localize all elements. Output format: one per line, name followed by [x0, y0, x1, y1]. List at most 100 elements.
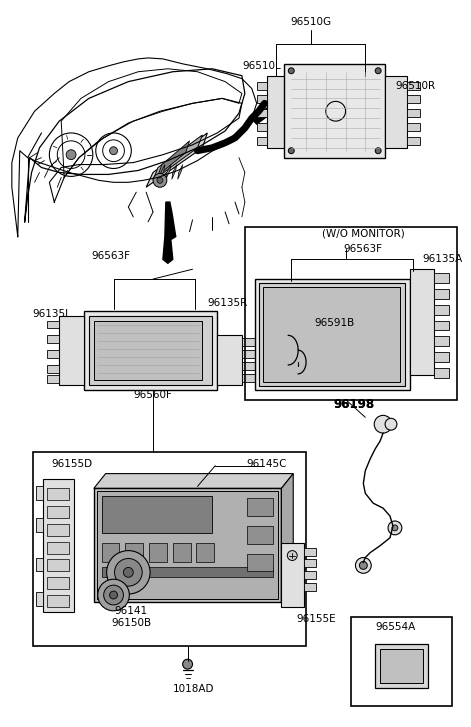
Bar — [434, 352, 449, 362]
Bar — [35, 518, 43, 532]
Text: 96591B: 96591B — [314, 318, 354, 328]
Bar — [149, 542, 167, 563]
Bar — [35, 558, 43, 571]
Bar — [407, 109, 420, 117]
Circle shape — [114, 558, 142, 586]
Bar — [48, 506, 69, 518]
Bar — [304, 583, 316, 591]
Bar — [410, 269, 434, 375]
Circle shape — [385, 418, 397, 430]
Bar — [247, 553, 274, 571]
Text: 96198: 96198 — [333, 398, 374, 411]
Circle shape — [110, 591, 117, 599]
Bar — [48, 489, 69, 500]
Bar — [196, 542, 214, 563]
Bar — [32, 452, 306, 646]
Bar — [35, 486, 43, 500]
Polygon shape — [160, 164, 165, 180]
Bar — [257, 95, 267, 103]
Text: 96510G: 96510G — [291, 17, 332, 28]
Circle shape — [288, 148, 294, 153]
Bar — [407, 123, 420, 131]
Text: 96563F: 96563F — [344, 244, 383, 254]
Bar — [102, 497, 212, 533]
Text: 96141: 96141 — [115, 606, 148, 616]
Circle shape — [98, 579, 130, 611]
Bar — [434, 337, 449, 346]
Text: (W/O MONITOR): (W/O MONITOR) — [322, 229, 405, 238]
Bar — [35, 592, 43, 606]
Bar — [281, 542, 304, 607]
Polygon shape — [252, 108, 271, 124]
Bar — [284, 64, 385, 158]
Bar — [380, 649, 422, 683]
Bar — [242, 350, 255, 358]
Bar — [304, 560, 316, 567]
Bar — [245, 227, 457, 400]
Circle shape — [359, 561, 367, 569]
Circle shape — [375, 68, 381, 73]
Bar — [89, 316, 212, 385]
Circle shape — [153, 174, 167, 188]
Bar — [407, 95, 420, 103]
Circle shape — [356, 558, 371, 574]
Polygon shape — [94, 473, 293, 489]
Bar — [407, 81, 420, 89]
Bar — [434, 321, 449, 331]
Bar — [102, 542, 120, 563]
Bar — [97, 491, 278, 599]
Bar — [84, 310, 217, 390]
Circle shape — [157, 177, 163, 183]
Circle shape — [183, 659, 193, 669]
Circle shape — [66, 150, 76, 160]
Text: 1018AD: 1018AD — [173, 684, 214, 694]
Bar — [247, 526, 274, 544]
Circle shape — [104, 585, 123, 605]
Bar — [267, 76, 286, 148]
Text: 96510R: 96510R — [395, 81, 435, 91]
Bar — [48, 350, 59, 358]
Polygon shape — [178, 164, 183, 180]
Bar — [48, 365, 59, 373]
Bar — [242, 362, 255, 370]
Circle shape — [110, 147, 117, 155]
Bar — [48, 321, 59, 329]
Bar — [407, 137, 420, 145]
Bar — [434, 289, 449, 299]
Bar — [304, 547, 316, 555]
Bar — [257, 123, 267, 131]
Circle shape — [374, 415, 392, 433]
Polygon shape — [158, 141, 189, 175]
Bar — [94, 321, 203, 379]
Bar — [434, 368, 449, 378]
Bar — [385, 76, 407, 148]
Polygon shape — [163, 202, 176, 263]
Bar — [48, 524, 69, 536]
Text: 96145C: 96145C — [246, 459, 287, 469]
Bar — [217, 335, 242, 385]
Bar — [434, 305, 449, 315]
Circle shape — [123, 567, 133, 577]
Text: 96155E: 96155E — [296, 614, 336, 624]
Bar — [350, 616, 452, 706]
Text: 96135L: 96135L — [32, 309, 71, 318]
Bar — [304, 571, 316, 579]
Circle shape — [280, 327, 296, 343]
Bar — [48, 542, 69, 553]
Bar — [125, 542, 143, 563]
Text: 96560F: 96560F — [134, 390, 172, 400]
Bar — [173, 542, 191, 563]
Bar — [257, 109, 267, 117]
Bar — [263, 287, 400, 382]
Circle shape — [290, 366, 306, 382]
Bar — [257, 81, 267, 89]
Bar — [94, 489, 281, 602]
Polygon shape — [172, 164, 177, 180]
Text: 96150B: 96150B — [111, 618, 151, 627]
Bar — [48, 577, 69, 589]
Bar — [59, 316, 84, 385]
Circle shape — [392, 525, 398, 531]
Text: 96510L: 96510L — [242, 61, 281, 71]
Bar — [247, 498, 274, 516]
Bar — [257, 137, 267, 145]
